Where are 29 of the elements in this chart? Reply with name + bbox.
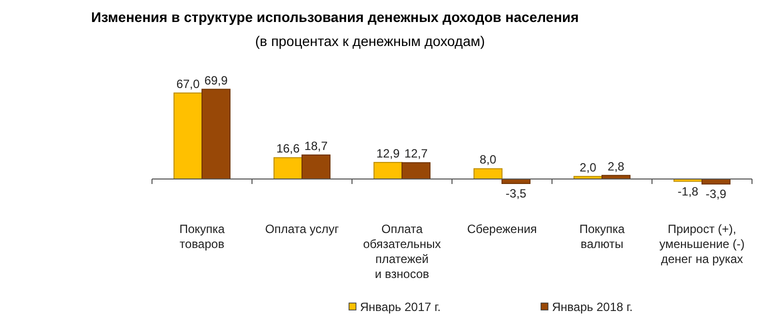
bar [202, 88, 230, 180]
data-label: 16,6 [276, 142, 300, 156]
data-label: 12,7 [404, 146, 428, 161]
x-tick-label: Покупка валюты [579, 222, 626, 251]
bar [402, 162, 430, 180]
x-tick-label: Сбережения [467, 222, 537, 236]
bar [474, 168, 502, 180]
chart-subtitle: (в процентах к денежным доходам) [255, 33, 485, 49]
x-tick-label: Покупка товаров [179, 222, 226, 251]
data-label: -3,5 [506, 186, 527, 200]
data-label: -3,9 [706, 187, 727, 202]
legend-label: Январь 2017 г. [360, 300, 441, 314]
data-label: 67,0 [176, 77, 200, 91]
data-label: 69,9 [204, 73, 228, 88]
x-tick-label: Прирост (+), уменьшение (-) денег на руках [659, 222, 745, 266]
x-tick-label: Оплата услуг [265, 222, 340, 236]
x-tick-label: Оплата обязательных платежей и взносов [363, 222, 441, 281]
bar [302, 154, 330, 180]
data-label: -1,8 [678, 184, 699, 198]
chart-title: Изменения в структуре использования денежных доходов населения [91, 9, 579, 25]
data-label: 8,0 [480, 152, 497, 167]
data-label: 12,9 [376, 146, 400, 160]
bar [374, 162, 402, 180]
data-label: 18,7 [304, 138, 328, 153]
bar [174, 92, 202, 180]
data-label: 2,0 [580, 160, 597, 174]
legend-label: Январь 2018 г. [552, 300, 633, 314]
bar [274, 157, 302, 180]
data-label: 2,8 [608, 159, 625, 174]
